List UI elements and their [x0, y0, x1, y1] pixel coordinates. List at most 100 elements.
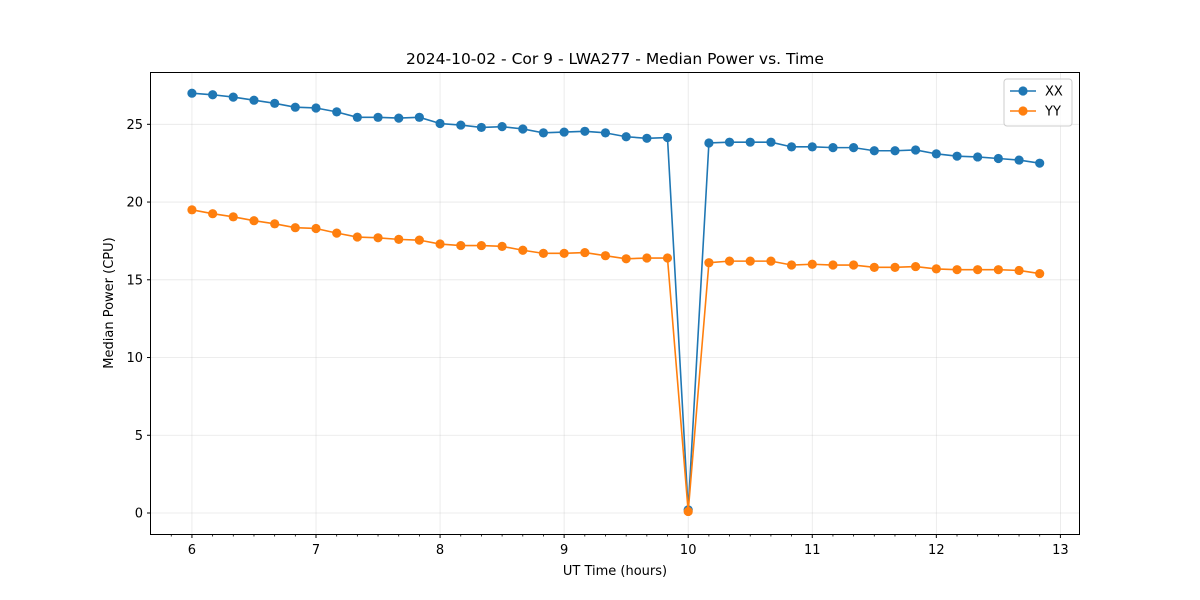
- data-point-xx: [518, 124, 527, 133]
- legend-marker: [1018, 106, 1027, 115]
- data-point-yy: [539, 249, 548, 258]
- data-point-xx: [353, 113, 362, 122]
- data-point-xx: [911, 145, 920, 154]
- data-point-xx: [373, 113, 382, 122]
- data-point-xx: [332, 107, 341, 116]
- data-point-xx: [725, 138, 734, 147]
- data-point-yy: [332, 229, 341, 238]
- legend: XX YY: [1004, 79, 1072, 126]
- data-point-yy: [994, 265, 1003, 274]
- data-point-yy: [1014, 266, 1023, 275]
- x-tick-label: 6: [188, 543, 196, 558]
- chart-title: 2024-10-02 - Cor 9 - LWA277 - Median Pow…: [406, 50, 824, 68]
- data-point-xx: [1014, 155, 1023, 164]
- data-point-xx: [394, 113, 403, 122]
- data-point-xx: [1035, 159, 1044, 168]
- data-point-yy: [208, 209, 217, 218]
- x-tick-label: 9: [560, 543, 568, 558]
- data-point-yy: [890, 263, 899, 272]
- data-point-yy: [622, 254, 631, 263]
- y-tick-label: 20: [126, 196, 143, 211]
- legend-label: XX: [1045, 85, 1063, 100]
- data-point-yy: [477, 241, 486, 250]
- data-point-xx: [560, 127, 569, 136]
- data-point-yy: [725, 257, 734, 266]
- data-point-xx: [973, 152, 982, 161]
- data-point-yy: [291, 223, 300, 232]
- data-point-xx: [787, 142, 796, 151]
- data-point-xx: [415, 113, 424, 122]
- data-point-xx: [890, 146, 899, 155]
- legend-label: YY: [1044, 105, 1061, 120]
- data-point-yy: [373, 233, 382, 242]
- data-point-yy: [560, 249, 569, 258]
- data-point-xx: [229, 92, 238, 101]
- data-point-yy: [911, 262, 920, 271]
- x-tick-label: 11: [804, 543, 821, 558]
- data-point-yy: [973, 265, 982, 274]
- x-tick-label: 8: [436, 543, 444, 558]
- data-point-yy: [229, 212, 238, 221]
- data-point-yy: [849, 260, 858, 269]
- data-point-yy: [249, 216, 258, 225]
- data-point-xx: [870, 146, 879, 155]
- data-point-yy: [498, 242, 507, 251]
- data-point-xx: [580, 127, 589, 136]
- data-point-xx: [932, 149, 941, 158]
- data-point-xx: [663, 133, 672, 142]
- legend-marker: [1018, 86, 1027, 95]
- data-point-yy: [435, 239, 444, 248]
- data-point-yy: [187, 205, 196, 214]
- data-point-yy: [270, 219, 279, 228]
- data-point-xx: [642, 134, 651, 143]
- y-tick-label: 0: [135, 507, 143, 522]
- data-point-yy: [766, 257, 775, 266]
- data-point-xx: [828, 143, 837, 152]
- x-tick-label: 7: [312, 543, 320, 558]
- data-point-xx: [952, 152, 961, 161]
- data-point-xx: [766, 138, 775, 147]
- data-point-xx: [994, 154, 1003, 163]
- data-point-yy: [808, 260, 817, 269]
- data-point-yy: [518, 246, 527, 255]
- data-point-xx: [249, 96, 258, 105]
- data-point-yy: [394, 235, 403, 244]
- data-point-yy: [311, 224, 320, 233]
- x-axis-label: UT Time (hours): [563, 564, 667, 579]
- data-point-yy: [932, 264, 941, 273]
- data-point-xx: [704, 138, 713, 147]
- data-point-xx: [270, 99, 279, 108]
- data-point-xx: [311, 103, 320, 112]
- data-point-yy: [663, 253, 672, 262]
- data-point-yy: [870, 263, 879, 272]
- data-point-xx: [808, 142, 817, 151]
- data-point-yy: [642, 253, 651, 262]
- data-point-yy: [746, 257, 755, 266]
- chart: 2024-10-02 - Cor 9 - LWA277 - Median Pow…: [0, 0, 1200, 600]
- data-point-yy: [580, 248, 589, 257]
- data-point-xx: [477, 123, 486, 132]
- data-point-xx: [291, 103, 300, 112]
- data-point-xx: [601, 128, 610, 137]
- x-tick-label: 10: [680, 543, 697, 558]
- data-point-xx: [498, 122, 507, 131]
- data-point-xx: [849, 143, 858, 152]
- data-point-xx: [746, 138, 755, 147]
- data-point-yy: [952, 265, 961, 274]
- data-point-yy: [787, 260, 796, 269]
- data-point-yy: [601, 251, 610, 260]
- data-point-yy: [828, 260, 837, 269]
- y-tick-label: 5: [135, 429, 143, 444]
- y-axis-label: Median Power (CPU): [102, 237, 117, 368]
- data-point-xx: [622, 132, 631, 141]
- data-point-xx: [539, 128, 548, 137]
- data-point-yy: [456, 241, 465, 250]
- data-point-yy: [704, 258, 713, 267]
- data-point-xx: [208, 90, 217, 99]
- data-point-xx: [435, 119, 444, 128]
- data-point-yy: [684, 507, 693, 516]
- y-tick-label: 15: [126, 273, 143, 288]
- data-point-yy: [415, 236, 424, 245]
- data-point-xx: [456, 120, 465, 129]
- x-tick-label: 12: [928, 543, 945, 558]
